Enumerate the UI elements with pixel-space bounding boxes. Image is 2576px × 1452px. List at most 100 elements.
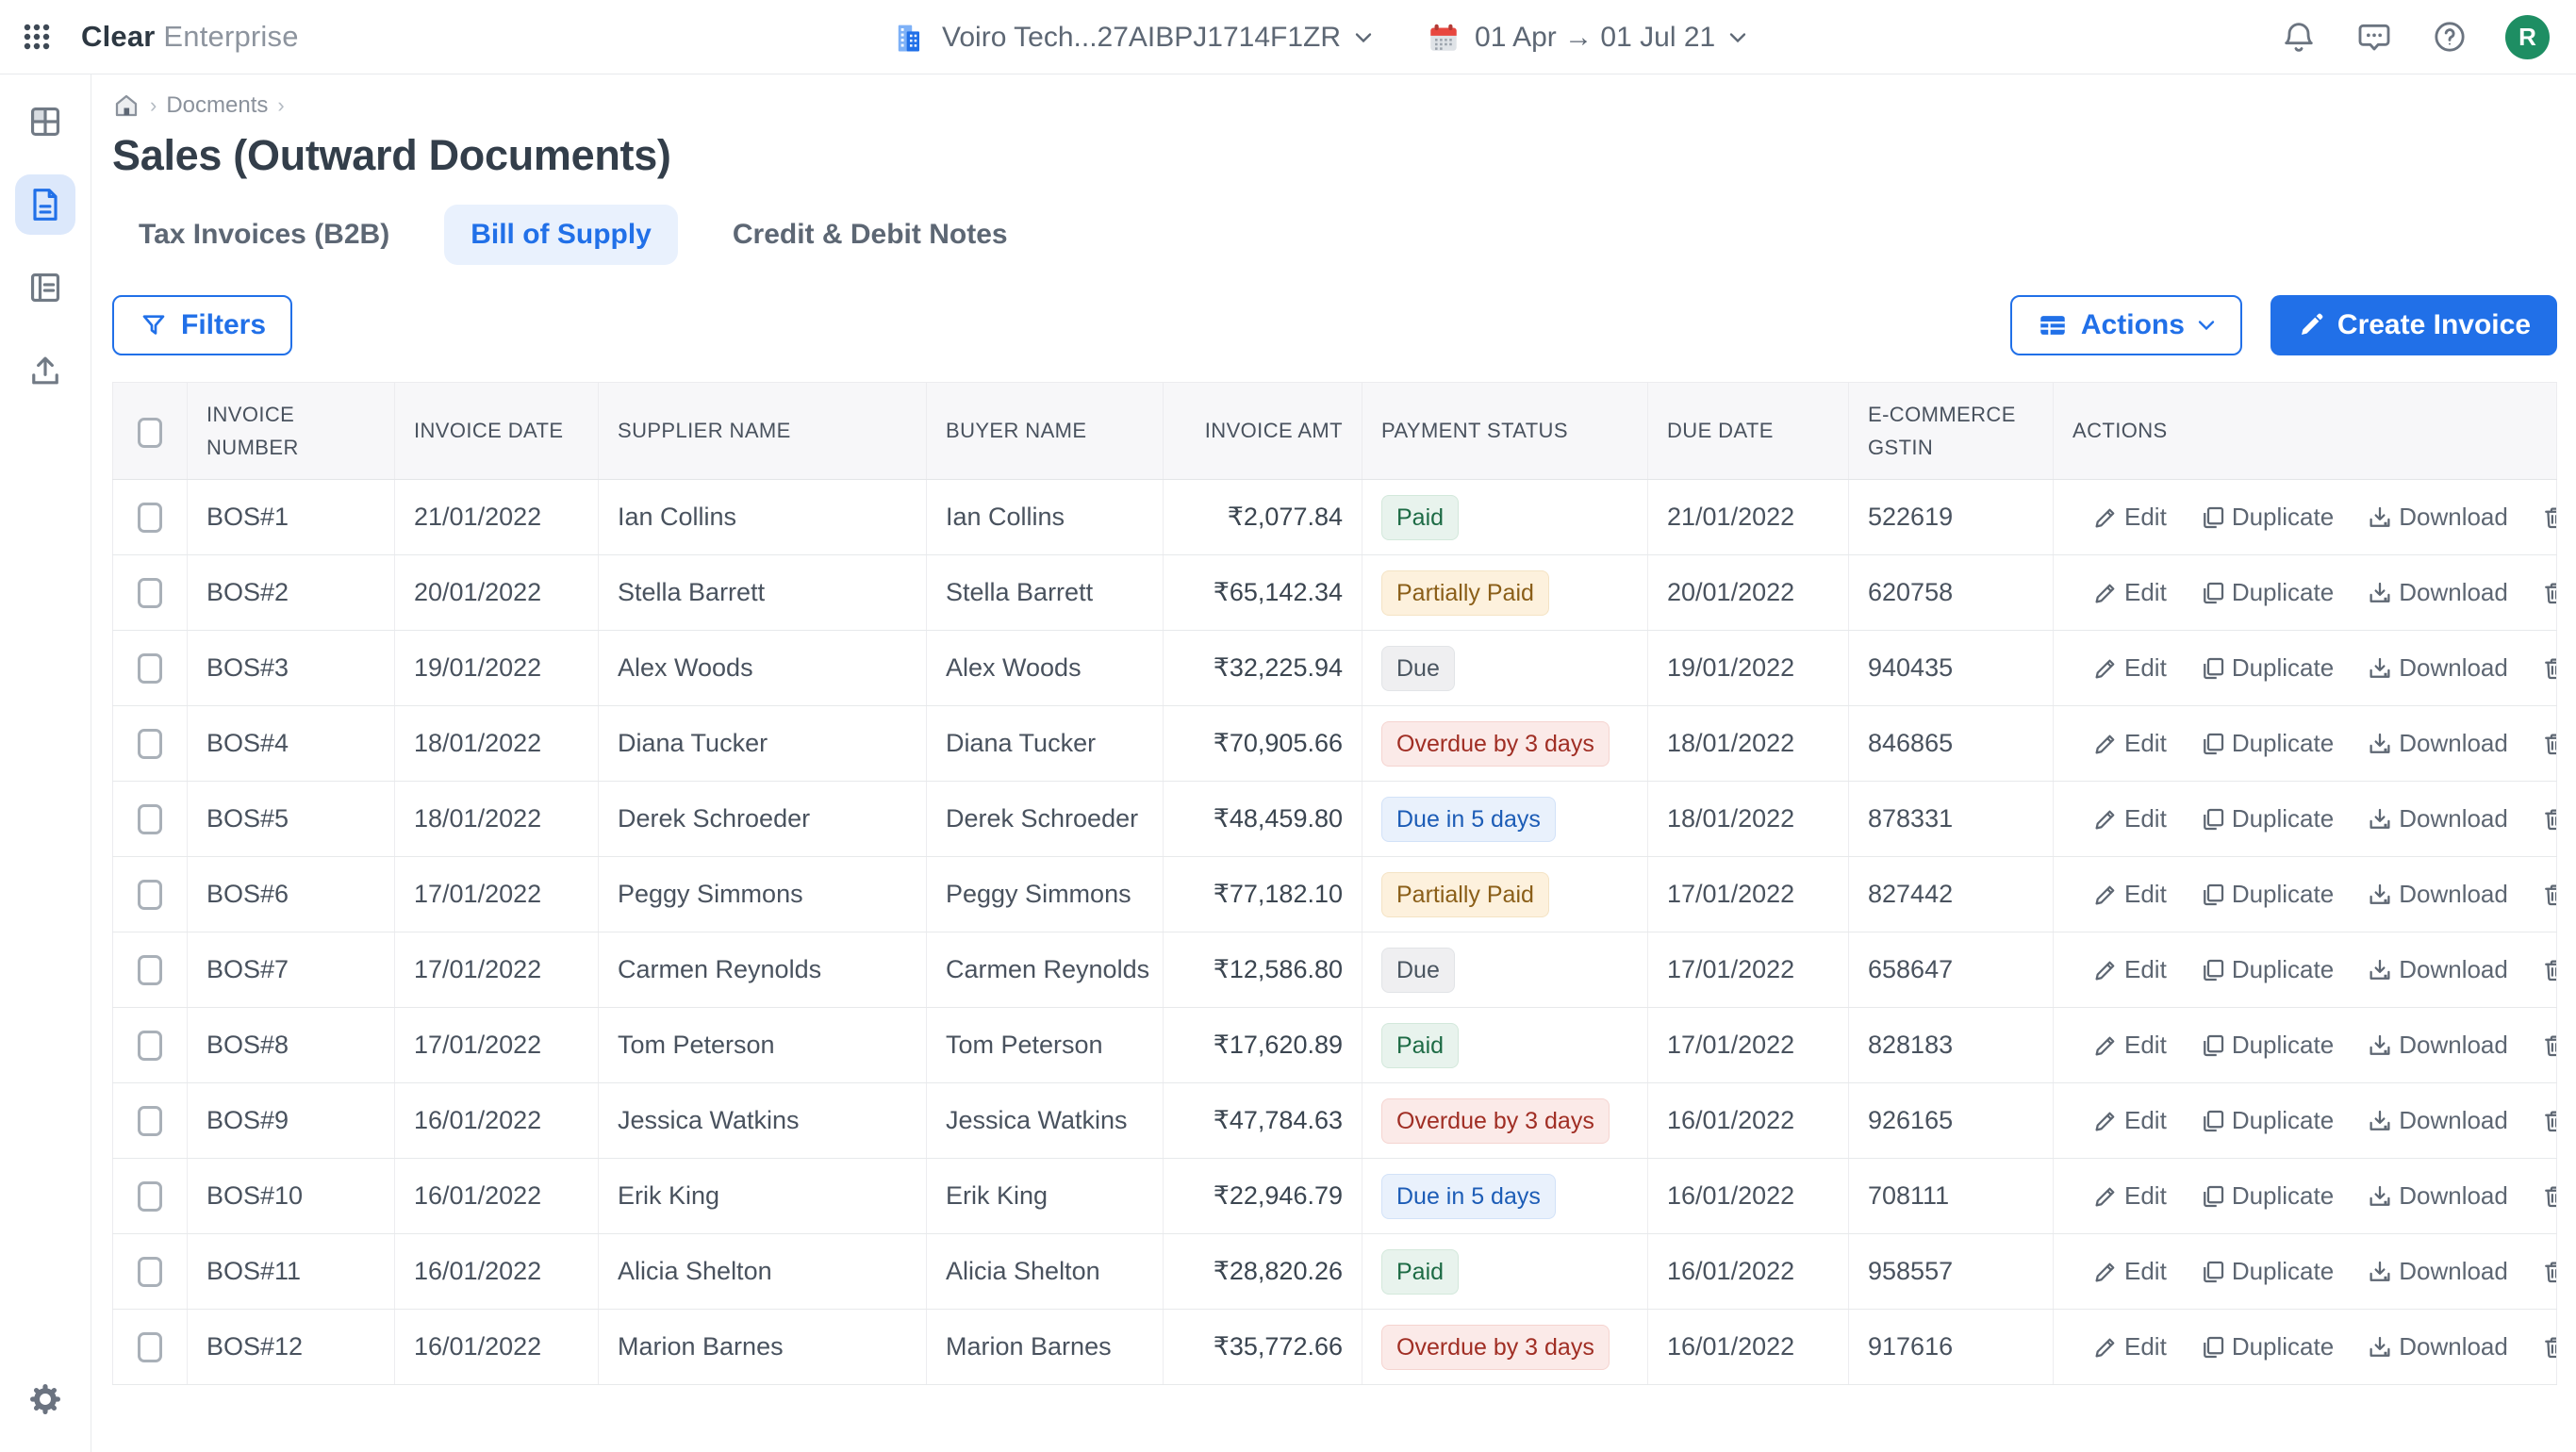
- duplicate-button[interactable]: Duplicate: [2199, 503, 2334, 532]
- trash-icon: [2544, 960, 2557, 981]
- row-checkbox[interactable]: [138, 1331, 162, 1362]
- invoice-amount-cell: ₹17,620.89: [1163, 1007, 1362, 1083]
- edit-button[interactable]: Edit: [2091, 729, 2167, 758]
- notifications-bell-icon[interactable]: [2279, 17, 2319, 57]
- delete-button[interactable]: [2540, 956, 2557, 984]
- create-invoice-button[interactable]: Create Invoice: [2270, 295, 2557, 355]
- row-actions-cell: Edit Duplicate Download: [2053, 630, 2557, 706]
- download-button[interactable]: Download: [2366, 1332, 2508, 1361]
- duplicate-button[interactable]: Duplicate: [2199, 1031, 2334, 1060]
- edit-button[interactable]: Edit: [2091, 1031, 2167, 1060]
- delete-button[interactable]: [2540, 805, 2557, 833]
- sidebar-item-documents[interactable]: [15, 174, 75, 235]
- duplicate-button[interactable]: Duplicate: [2199, 880, 2334, 909]
- actions-dropdown-button[interactable]: Actions: [2009, 295, 2242, 355]
- duplicate-button[interactable]: Duplicate: [2199, 1257, 2334, 1286]
- user-avatar[interactable]: R: [2505, 14, 2550, 59]
- invoice-date-cell: 17/01/2022: [394, 932, 599, 1008]
- edit-button[interactable]: Edit: [2091, 880, 2167, 909]
- delete-button[interactable]: [2540, 654, 2557, 683]
- sidebar-item-export[interactable]: [15, 340, 75, 401]
- chat-icon[interactable]: [2354, 17, 2394, 57]
- payment-status-cell: Due in 5 days: [1362, 1158, 1648, 1234]
- row-checkbox[interactable]: [138, 954, 162, 985]
- tab-bill-of-supply[interactable]: Bill of Supply: [444, 205, 678, 265]
- delete-button[interactable]: [2540, 1031, 2557, 1060]
- download-button[interactable]: Download: [2366, 653, 2508, 683]
- download-button[interactable]: Download: [2366, 1031, 2508, 1060]
- delete-button[interactable]: [2540, 1333, 2557, 1361]
- row-checkbox[interactable]: [138, 1180, 162, 1212]
- edit-button[interactable]: Edit: [2091, 578, 2167, 607]
- delete-button[interactable]: [2540, 881, 2557, 909]
- row-checkbox[interactable]: [138, 1030, 162, 1061]
- duplicate-button[interactable]: Duplicate: [2199, 1181, 2334, 1211]
- download-button[interactable]: Download: [2366, 1181, 2508, 1211]
- edit-button[interactable]: Edit: [2091, 1106, 2167, 1135]
- row-checkbox[interactable]: [138, 728, 162, 759]
- download-button[interactable]: Download: [2366, 955, 2508, 984]
- download-button[interactable]: Download: [2366, 880, 2508, 909]
- invoice-date-cell: 19/01/2022: [394, 630, 599, 706]
- row-checkbox[interactable]: [138, 577, 162, 608]
- brand: Clear Enterprise: [81, 20, 299, 54]
- company-selector[interactable]: Voiro Tech...27AIBPJ1714F1ZR: [891, 19, 1373, 57]
- app-grid-menu-icon[interactable]: [17, 17, 57, 57]
- help-icon[interactable]: [2430, 17, 2469, 57]
- download-button[interactable]: Download: [2366, 1257, 2508, 1286]
- payment-status-cell: Overdue by 3 days: [1362, 1309, 1648, 1385]
- duplicate-button[interactable]: Duplicate: [2199, 1332, 2334, 1361]
- invoice-date-cell: 17/01/2022: [394, 1007, 599, 1083]
- edit-button[interactable]: Edit: [2091, 1332, 2167, 1361]
- delete-button[interactable]: [2540, 579, 2557, 607]
- row-checkbox[interactable]: [138, 1105, 162, 1136]
- settings-gear-icon[interactable]: [15, 1369, 75, 1429]
- delete-button[interactable]: [2540, 1182, 2557, 1211]
- due-date-cell: 21/01/2022: [1647, 479, 1849, 555]
- edit-button[interactable]: Edit: [2091, 1257, 2167, 1286]
- edit-button[interactable]: Edit: [2091, 955, 2167, 984]
- row-checkbox[interactable]: [138, 1256, 162, 1287]
- due-date-cell: 18/01/2022: [1647, 705, 1849, 782]
- delete-button[interactable]: [2540, 1258, 2557, 1286]
- supplier-name-cell: Jessica Watkins: [598, 1082, 927, 1159]
- sidebar-item-dashboard[interactable]: [15, 91, 75, 152]
- download-button[interactable]: Download: [2366, 729, 2508, 758]
- breadcrumb-item-documents[interactable]: Docments: [166, 92, 269, 118]
- sidebar-item-ledger[interactable]: [15, 257, 75, 318]
- select-all-checkbox[interactable]: [138, 417, 162, 448]
- row-checkbox[interactable]: [138, 879, 162, 910]
- table-row: BOS#12 16/01/2022 Marion Barnes Marion B…: [112, 1309, 2557, 1385]
- duplicate-copy-icon: [2203, 883, 2223, 905]
- due-date-cell: 16/01/2022: [1647, 1309, 1849, 1385]
- date-range-selector[interactable]: 01 Apr → 01 Jul 21: [1426, 20, 1747, 56]
- row-checkbox-cell: [112, 856, 188, 932]
- edit-button[interactable]: Edit: [2091, 503, 2167, 532]
- tab-tax-invoices-b2b[interactable]: Tax Invoices (B2B): [139, 219, 390, 250]
- edit-button[interactable]: Edit: [2091, 804, 2167, 833]
- edit-button[interactable]: Edit: [2091, 1181, 2167, 1211]
- duplicate-button[interactable]: Duplicate: [2199, 804, 2334, 833]
- delete-button[interactable]: [2540, 730, 2557, 758]
- filters-button[interactable]: Filters: [112, 295, 293, 355]
- download-button[interactable]: Download: [2366, 503, 2508, 532]
- download-button[interactable]: Download: [2366, 1106, 2508, 1135]
- ecommerce-gstin-cell: 926165: [1848, 1082, 2054, 1159]
- download-button[interactable]: Download: [2366, 804, 2508, 833]
- row-checkbox[interactable]: [138, 803, 162, 834]
- duplicate-button[interactable]: Duplicate: [2199, 653, 2334, 683]
- payment-status-badge: Paid: [1381, 1248, 1460, 1295]
- delete-button[interactable]: [2540, 1107, 2557, 1135]
- edit-button[interactable]: Edit: [2091, 653, 2167, 683]
- download-button[interactable]: Download: [2366, 578, 2508, 607]
- duplicate-button[interactable]: Duplicate: [2199, 729, 2334, 758]
- duplicate-button[interactable]: Duplicate: [2199, 1106, 2334, 1135]
- row-checkbox[interactable]: [138, 652, 162, 684]
- duplicate-button[interactable]: Duplicate: [2199, 955, 2334, 984]
- delete-button[interactable]: [2540, 503, 2557, 532]
- toolbar: Filters Actions: [112, 295, 2557, 355]
- home-icon[interactable]: [112, 91, 140, 120]
- duplicate-button[interactable]: Duplicate: [2199, 578, 2334, 607]
- row-checkbox[interactable]: [138, 502, 162, 533]
- tab-credit-debit-notes[interactable]: Credit & Debit Notes: [732, 219, 1008, 250]
